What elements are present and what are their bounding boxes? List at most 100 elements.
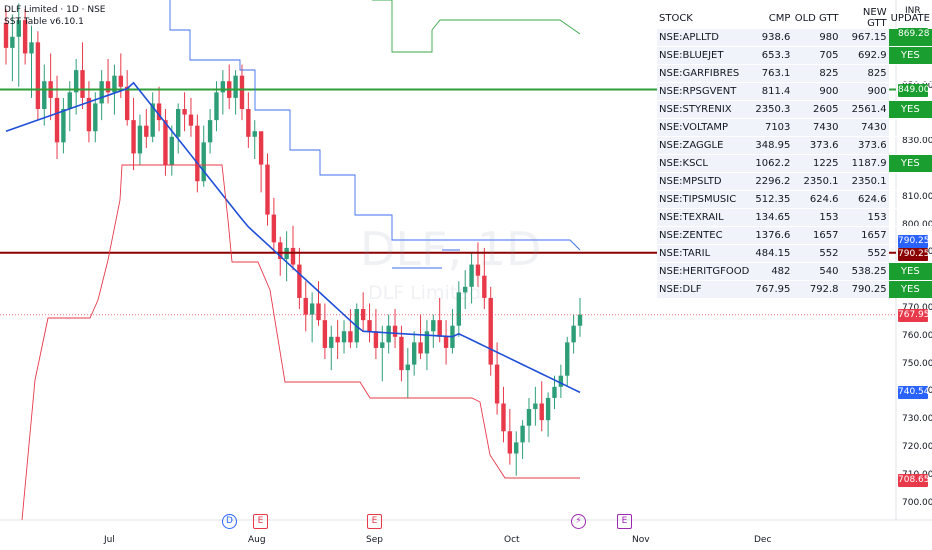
new-gtt-cell: 7430 [840, 118, 889, 137]
new-gtt-cell: 624.6 [840, 190, 889, 209]
candle-body [341, 331, 347, 343]
price-badge: 849.00 [898, 84, 930, 97]
old-gtt-cell: 7430 [792, 118, 841, 137]
candle-body [118, 75, 123, 87]
cmp-cell: 348.95 [751, 136, 793, 155]
new-gtt-cell: 790.25 [840, 280, 889, 298]
update-cell [888, 136, 932, 155]
candle-body [73, 70, 79, 93]
stock-cell: NSE:HERITGFOOD [657, 262, 752, 281]
update-cell: YES [888, 46, 932, 65]
candle-body [437, 320, 442, 337]
y-tick-label: 720.00 [902, 441, 932, 452]
new-gtt-cell: 825 [840, 64, 889, 83]
update-cell [888, 118, 932, 137]
stock-cell: NSE:ZAGGLE [657, 136, 752, 155]
candle-body [252, 131, 257, 137]
old-gtt-cell: 540 [792, 262, 841, 281]
candle-body [10, 36, 15, 48]
cmp-cell: 2296.2 [751, 172, 793, 191]
table-row: NSE:BLUEJET 653.3 705 692.9 YES [657, 46, 932, 65]
price-badge: 790.25 [898, 248, 930, 261]
candle-body [271, 214, 277, 243]
update-cell: YES [888, 262, 932, 281]
candle-body [469, 264, 474, 287]
new-gtt-cell: 692.9 [840, 46, 889, 65]
table-row: NSE:TIPSMUSIC 512.35 624.6 624.6 [657, 190, 932, 209]
table-row: NSE:HERITGFOOD 482 540 538.25 YES [657, 262, 932, 281]
candle-body [188, 114, 194, 126]
earnings-upcoming-event-icon[interactable]: E [617, 514, 632, 529]
candle-body [386, 325, 391, 343]
candle-body [475, 264, 481, 276]
cmp-cell: 763.1 [751, 64, 793, 83]
earnings-event-icon[interactable]: E [367, 514, 382, 529]
new-gtt-cell: 967.15 [840, 29, 889, 47]
old-gtt-cell: 153 [792, 208, 841, 227]
earnings-event-icon[interactable]: E [253, 514, 268, 529]
cmp-cell: 482 [751, 262, 793, 281]
gtt-table: STOCK CMP OLD GTT NEW GTT UPDATE NSE:APL… [657, 7, 932, 298]
candle-body [545, 397, 551, 421]
candle-body [105, 81, 111, 93]
table-row: NSE:TEXRAIL 134.65 153 153 [657, 208, 932, 227]
candle-body [86, 97, 92, 132]
old-gtt-cell: 2350.1 [792, 172, 841, 191]
x-tick-label: Dec [754, 535, 772, 545]
candle-body [431, 320, 436, 332]
candle-body [163, 120, 168, 165]
cmp-cell: 811.4 [751, 82, 793, 101]
candle-body [501, 403, 506, 432]
new-gtt-cell: 900 [840, 82, 889, 101]
candle-body [80, 70, 85, 98]
price-badge: 708.65 [898, 474, 930, 487]
upper-channel [169, 0, 581, 251]
candle-body [93, 103, 98, 132]
candle-body [246, 109, 251, 137]
split-event-icon[interactable]: ⚡ [571, 514, 586, 529]
update-cell: YES [888, 100, 932, 119]
x-tick-label: Jul [104, 535, 115, 545]
update-cell [888, 190, 932, 209]
price-badge: 790.25 [898, 235, 930, 248]
candle-body [520, 425, 525, 443]
candle-body [514, 442, 519, 454]
currency-label: INR [905, 6, 921, 16]
new-gtt-cell: 373.6 [840, 136, 889, 155]
candle-body [488, 297, 493, 365]
name-watermark: DLF Limited [368, 282, 482, 304]
candle-body [565, 342, 570, 376]
old-gtt-cell: 1657 [792, 226, 841, 245]
candle-body [316, 303, 321, 321]
table-header-row: STOCK CMP OLD GTT NEW GTT UPDATE [657, 7, 932, 29]
candle-body [169, 136, 175, 165]
y-tick-label: 760.00 [902, 330, 932, 341]
candle-body [533, 403, 538, 410]
table-row: NSE:ZENTEC 1376.6 1657 1657 [657, 226, 932, 245]
candle-body [399, 336, 404, 371]
old-gtt-cell: 705 [792, 46, 841, 65]
candle-body [303, 297, 308, 315]
symbol-title[interactable]: DLF Limited · 1D · NSE [4, 5, 106, 15]
moving-average-line [5, 81, 581, 394]
green-upper-band [372, 0, 581, 53]
candle-body [335, 336, 340, 343]
candle-body [112, 75, 117, 93]
dividend-event-icon[interactable]: D [222, 514, 237, 529]
candle-body [195, 125, 200, 182]
header-new-gtt: NEW GTT [862, 7, 887, 29]
new-gtt-cell: 2561.4 [840, 100, 889, 119]
candle-body [207, 120, 213, 143]
candle-body [463, 286, 468, 293]
old-gtt-cell: 2605 [792, 100, 841, 119]
old-gtt-cell: 900 [792, 82, 841, 101]
stock-cell: NSE:TIPSMUSIC [657, 190, 752, 209]
old-gtt-cell: 980 [792, 29, 841, 47]
x-tick-label: Sep [366, 535, 383, 545]
old-gtt-cell: 552 [792, 244, 841, 263]
candle-body [367, 320, 372, 332]
candle-body [258, 131, 264, 165]
candle-body [156, 103, 162, 121]
indicator-label[interactable]: SST Table v6.10.1 [4, 17, 84, 27]
